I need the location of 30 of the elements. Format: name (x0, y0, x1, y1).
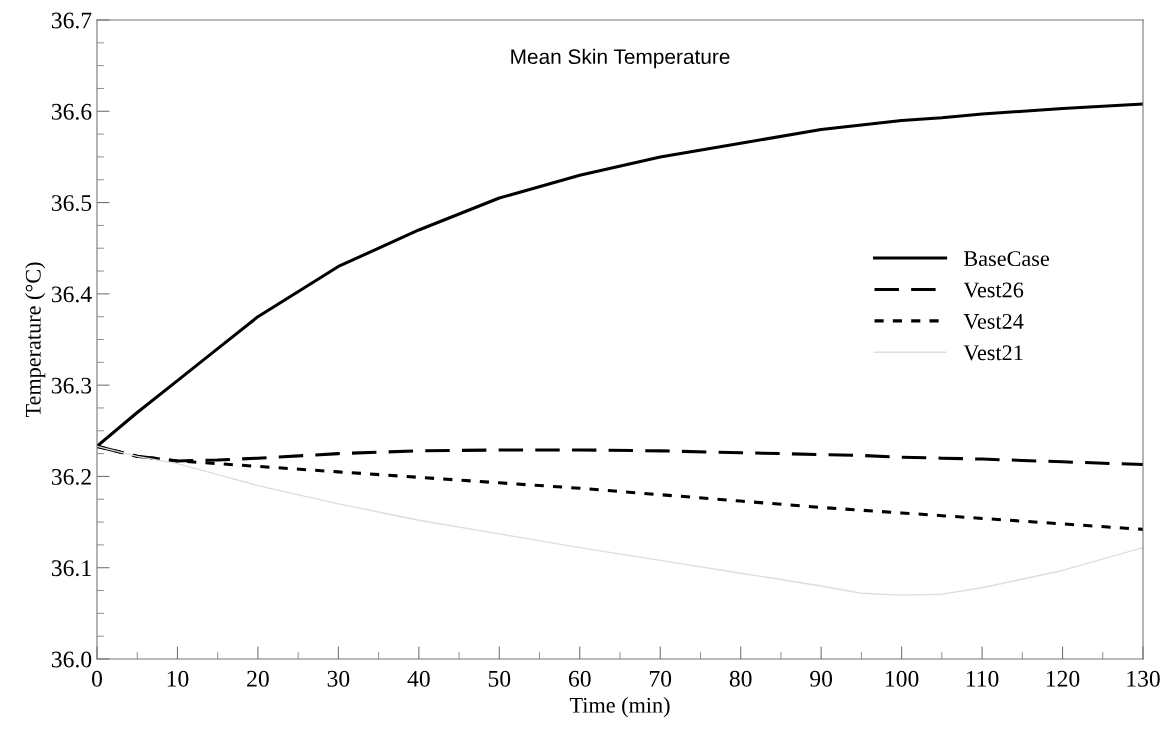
y-axis-title: Temperature (°C) (25, 262, 46, 418)
y-tick-label: 36.5 (51, 195, 92, 212)
y-tick-label: 36.2 (51, 468, 91, 485)
x-tick-label: 110 (966, 670, 999, 687)
x-tick-label: 40 (407, 670, 430, 687)
x-axis-title: Time (min) (569, 697, 670, 718)
x-tick-label: 50 (488, 670, 511, 687)
y-tick-label: 36.0 (51, 651, 92, 668)
y-tick-label: 36.1 (51, 560, 91, 577)
x-tick-label: 100 (885, 670, 919, 687)
y-tick-label: 36.3 (51, 377, 92, 394)
x-tick-label: 30 (327, 670, 350, 687)
y-tick-label: 36.4 (51, 286, 92, 303)
x-tick-label: 130 (1127, 670, 1160, 687)
legend-label: Vest24 (963, 313, 1024, 329)
x-tick-label: 120 (1046, 670, 1080, 687)
x-tick-label: 70 (649, 670, 672, 687)
y-tick-label: 36.6 (51, 103, 92, 120)
legend-label: BaseCase (964, 251, 1049, 267)
x-tick-label: 20 (247, 670, 269, 687)
x-tick-label: 80 (729, 670, 752, 687)
x-tick-label: 90 (810, 670, 833, 687)
x-tick-label: 10 (167, 670, 189, 687)
text: Mean Skin Temperature (511, 48, 730, 69)
x-tick-label: 0 (92, 670, 102, 687)
x-tick-label: 60 (568, 670, 591, 687)
y-tick-label: 36.7 (51, 12, 92, 29)
legend-label: Vest26 (963, 282, 1024, 298)
legend-label: Vest21 (963, 345, 1023, 361)
line-series (97, 445, 1143, 596)
